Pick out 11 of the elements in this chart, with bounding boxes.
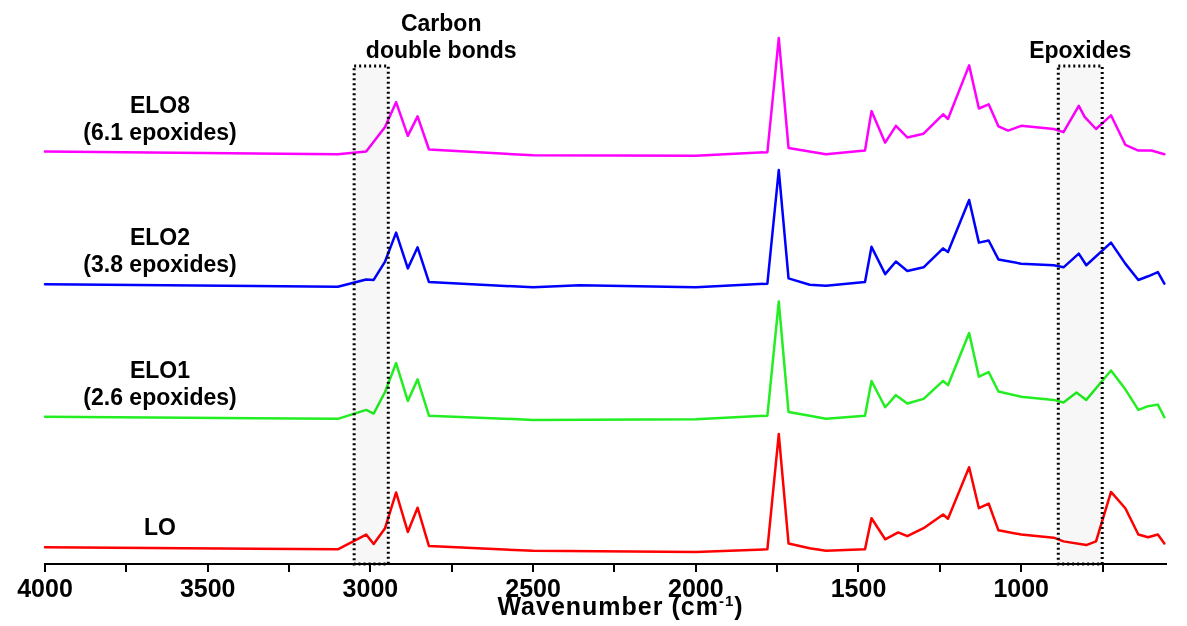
x-tick-label: 1000 bbox=[993, 573, 1050, 602]
series-label: LO bbox=[144, 514, 176, 541]
series-label: ELO2 (3.8 epoxides) bbox=[83, 224, 237, 278]
x-tick-label: 3500 bbox=[179, 573, 236, 602]
band-label: Epoxides bbox=[1029, 37, 1132, 63]
band-label: Carbon double bonds bbox=[365, 10, 517, 63]
x-tick-label: 1500 bbox=[830, 573, 887, 602]
x-tick-label: 3000 bbox=[342, 573, 399, 602]
x-tick-label: 4000 bbox=[17, 573, 73, 602]
series-label: ELO8 (6.1 epoxides) bbox=[83, 91, 237, 145]
series-label: ELO1 (2.6 epoxides) bbox=[83, 356, 237, 410]
